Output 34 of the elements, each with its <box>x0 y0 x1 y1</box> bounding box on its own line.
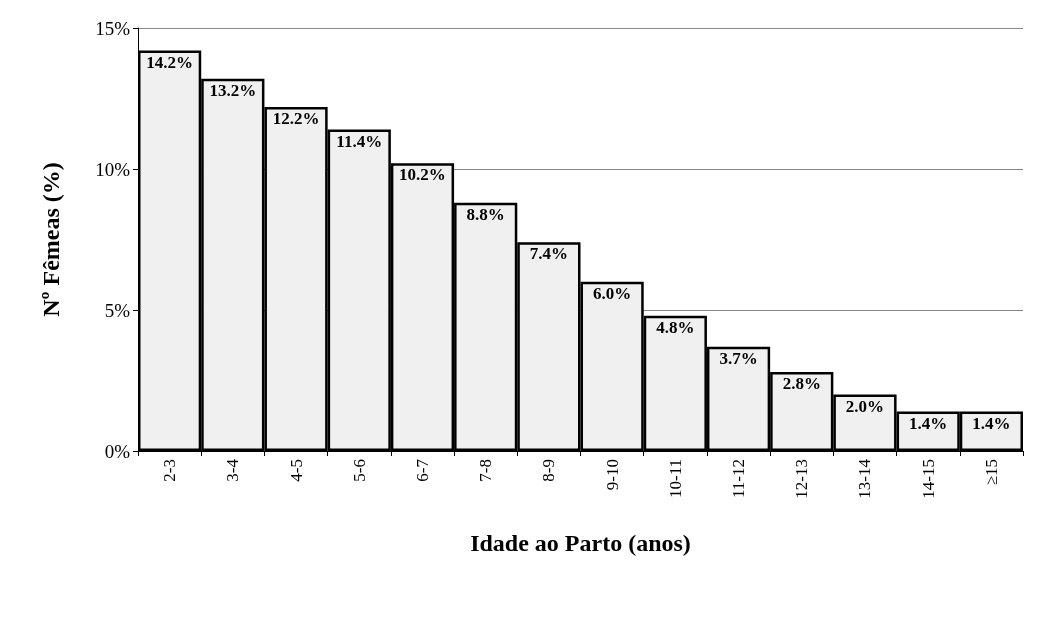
y-tick-label: 10% <box>95 158 131 180</box>
x-tick-label: 13-14 <box>855 458 875 499</box>
data-label: 2.0% <box>845 396 885 416</box>
x-tick-label: 5-6 <box>349 459 369 482</box>
y-axis-title: Nº Fêmeas (%) <box>38 162 64 317</box>
x-tick-label: ≥15 <box>981 459 1001 486</box>
data-label: 2.8% <box>782 374 821 394</box>
x-tick-label: 7-8 <box>476 459 496 482</box>
data-label: 13.2% <box>209 80 257 100</box>
y-tick-label: 0% <box>104 440 131 462</box>
x-tick-label: 10-11 <box>665 459 685 499</box>
y-tick-label: 5% <box>104 299 131 321</box>
x-tick-label: 6-7 <box>412 458 432 482</box>
x-tick-label: 4-5 <box>286 459 306 482</box>
x-tick-label: 2-3 <box>160 459 180 482</box>
data-label: 10.2% <box>399 165 446 185</box>
data-label: 1.4% <box>909 413 948 433</box>
data-label: 3.7% <box>719 348 758 368</box>
data-label: 11.4% <box>336 131 383 151</box>
y-tick-label: 15% <box>95 17 131 39</box>
x-tick-label: 9-10 <box>602 459 622 491</box>
data-label: 12.2% <box>272 108 320 128</box>
data-label: 14.2% <box>146 52 193 72</box>
data-label: 7.4% <box>529 244 569 264</box>
x-tick-label: 14-15 <box>918 459 938 499</box>
x-tick-label: 8-9 <box>539 459 559 482</box>
data-label: 4.8% <box>656 317 695 337</box>
data-label: 6.0% <box>592 283 632 303</box>
x-tick-label: 11-12 <box>729 459 749 499</box>
x-tick-label: 3-4 <box>223 458 243 482</box>
x-axis-title: Idade ao Parto (anos) <box>470 530 691 556</box>
data-label: 8.8% <box>466 204 505 224</box>
data-label: 1.4% <box>972 413 1011 433</box>
x-tick-label: 12-13 <box>792 459 812 499</box>
